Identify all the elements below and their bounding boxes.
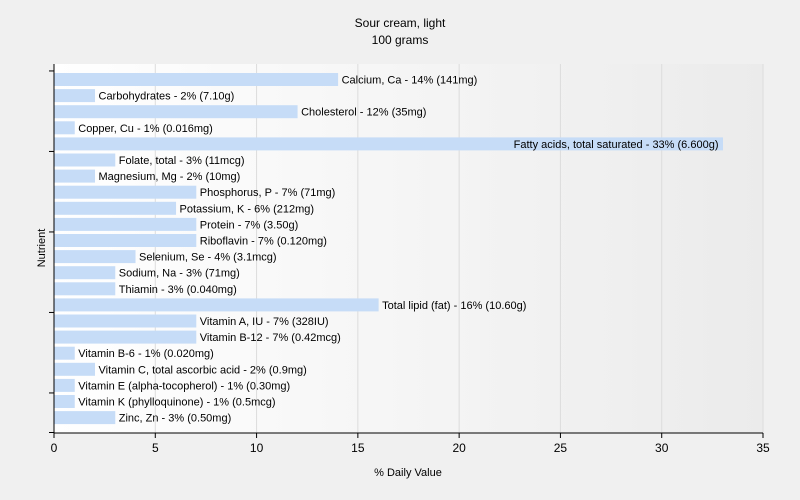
- bar-label: Sodium, Na - 3% (71mg): [119, 268, 240, 280]
- bar-label: Selenium, Se - 4% (3.1mcg): [139, 252, 277, 264]
- bar-label: Vitamin A, IU - 7% (328IU): [200, 316, 329, 328]
- bar-label: Thiamin - 3% (0.040mg): [119, 284, 237, 296]
- bar: [54, 153, 116, 167]
- bar: [54, 73, 339, 86]
- bar: [54, 362, 96, 376]
- x-axis-ticks: 0 5 10 15 20 25 30 35: [51, 433, 770, 455]
- bar-labels: Calcium, Ca - 14% (141mg) Carbohydrates -…: [78, 75, 718, 425]
- bar: [54, 266, 116, 280]
- bar: [54, 298, 379, 312]
- bar: [54, 346, 75, 360]
- bar: [54, 234, 197, 247]
- bar-label: Vitamin C, total ascorbic acid - 2% (0.9…: [99, 364, 307, 376]
- bar: [54, 411, 116, 425]
- bar-label: Zinc, Zn - 3% (0.50mg): [119, 413, 231, 425]
- chart-title: Sour cream, light: [355, 16, 446, 30]
- bars: [54, 73, 723, 425]
- bar-label: Vitamin E (alpha-tocopherol) - 1% (0.30m…: [78, 380, 290, 392]
- bar: [54, 250, 136, 264]
- bar-label: Vitamin B-6 - 1% (0.020mg): [78, 348, 214, 360]
- bar-label: Carbohydrates - 2% (7.10g): [99, 91, 235, 103]
- bar: [54, 314, 197, 328]
- bar-label: Protein - 7% (3.50g): [200, 219, 298, 231]
- bar-label: Phosphorus, P - 7% (71mg): [200, 187, 336, 199]
- bar: [54, 121, 75, 135]
- bar: [54, 378, 75, 392]
- bar: [54, 105, 298, 119]
- bar-label: Folate, total - 3% (11mcg): [119, 155, 245, 167]
- bar: [54, 185, 197, 199]
- bar-label: Fatty acids, total saturated - 33% (6.60…: [514, 139, 719, 151]
- bar: [54, 330, 197, 344]
- x-tick-label: 30: [655, 441, 669, 455]
- y-axis-ticks: [49, 70, 54, 433]
- x-tick-label: 15: [351, 441, 365, 455]
- bar-label: Vitamin B-12 - 7% (0.42mcg): [200, 332, 341, 344]
- bar: [54, 217, 197, 231]
- x-tick-label: 10: [250, 441, 264, 455]
- plot-area: [54, 64, 763, 433]
- x-tick-label: 0: [51, 441, 58, 455]
- bar: [54, 137, 723, 151]
- gridlines: [154, 64, 764, 433]
- bar: [54, 169, 96, 183]
- bar-label: Total lipid (fat) - 16% (10.60g): [382, 300, 526, 312]
- x-tick-label: 25: [554, 441, 568, 455]
- x-axis-label: % Daily Value: [374, 467, 442, 479]
- x-tick-label: 5: [152, 441, 159, 455]
- x-tick-label: 20: [452, 441, 466, 455]
- bar-label: Riboflavin - 7% (0.120mg): [200, 236, 327, 248]
- bar: [54, 201, 177, 215]
- bar-label: Magnesium, Mg - 2% (10mg): [99, 171, 241, 183]
- bar-label: Vitamin K (phylloquinone) - 1% (0.5mcg): [78, 397, 275, 409]
- bar: [54, 89, 96, 103]
- bar: [54, 395, 75, 408]
- chart-subtitle: 100 grams: [372, 33, 429, 47]
- x-tick-label: 35: [756, 441, 770, 455]
- y-axis-label: Nutrient: [36, 229, 48, 268]
- bar-label: Cholesterol - 12% (35mg): [301, 107, 426, 119]
- bar-label: Potassium, K - 6% (212mg): [180, 203, 314, 215]
- bar-label: Copper, Cu - 1% (0.016mg): [78, 123, 213, 135]
- bar-label: Calcium, Ca - 14% (141mg): [342, 75, 478, 87]
- bar: [54, 282, 116, 296]
